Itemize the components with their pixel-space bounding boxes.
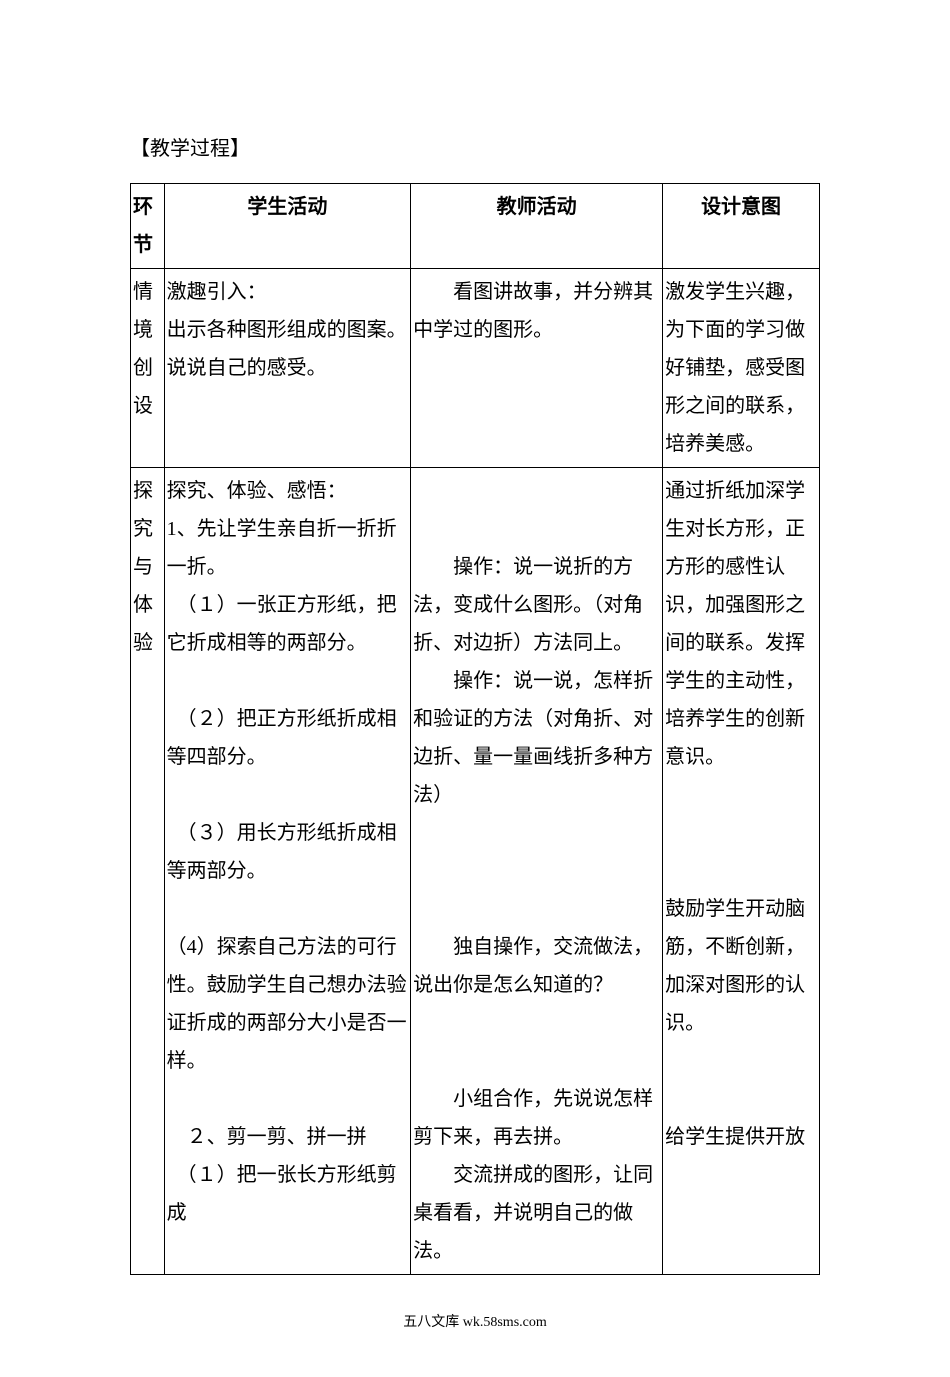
- section-title: 【教学过程】: [130, 130, 820, 168]
- row2-col1: 探究与体验: [131, 468, 165, 1275]
- table-row: 探究与体验 探究、体验、感悟： 1、先让学生亲自折一折折一折。 （１）一张正方形…: [131, 468, 820, 1275]
- header-col4: 设计意图: [663, 184, 820, 269]
- row2-col2: 探究、体验、感悟： 1、先让学生亲自折一折折一折。 （１）一张正方形纸，把它折成…: [164, 468, 410, 1275]
- header-col2: 学生活动: [164, 184, 410, 269]
- row2-col4: 通过折纸加深学生对长方形，正方形的感性认识，加强图形之间的联系。发挥学生的主动性…: [663, 468, 820, 1275]
- row1-col1: 情境创设: [131, 269, 165, 468]
- row1-col3: 看图讲故事，并分辨其中学过的图形。: [411, 269, 663, 468]
- header-row: 环节 学生活动 教师活动 设计意图: [131, 184, 820, 269]
- teaching-process-table: 环节 学生活动 教师活动 设计意图 情境创设 激趣引入： 出示各种图形组成的图案…: [130, 183, 820, 1275]
- header-col1: 环节: [131, 184, 165, 269]
- row1-col4: 激发学生兴趣，为下面的学习做好铺垫，感受图形之间的联系，培养美感。: [663, 269, 820, 468]
- row2-col3: 操作：说一说折的方法，变成什么图形。（对角折、对边折）方法同上。 操作：说一说，…: [411, 468, 663, 1275]
- header-col3: 教师活动: [411, 184, 663, 269]
- page-footer: 五八文库 wk.58sms.com: [130, 1310, 820, 1337]
- table-row: 情境创设 激趣引入： 出示各种图形组成的图案。说说自己的感受。 看图讲故事，并分…: [131, 269, 820, 468]
- row1-col2: 激趣引入： 出示各种图形组成的图案。说说自己的感受。: [164, 269, 410, 468]
